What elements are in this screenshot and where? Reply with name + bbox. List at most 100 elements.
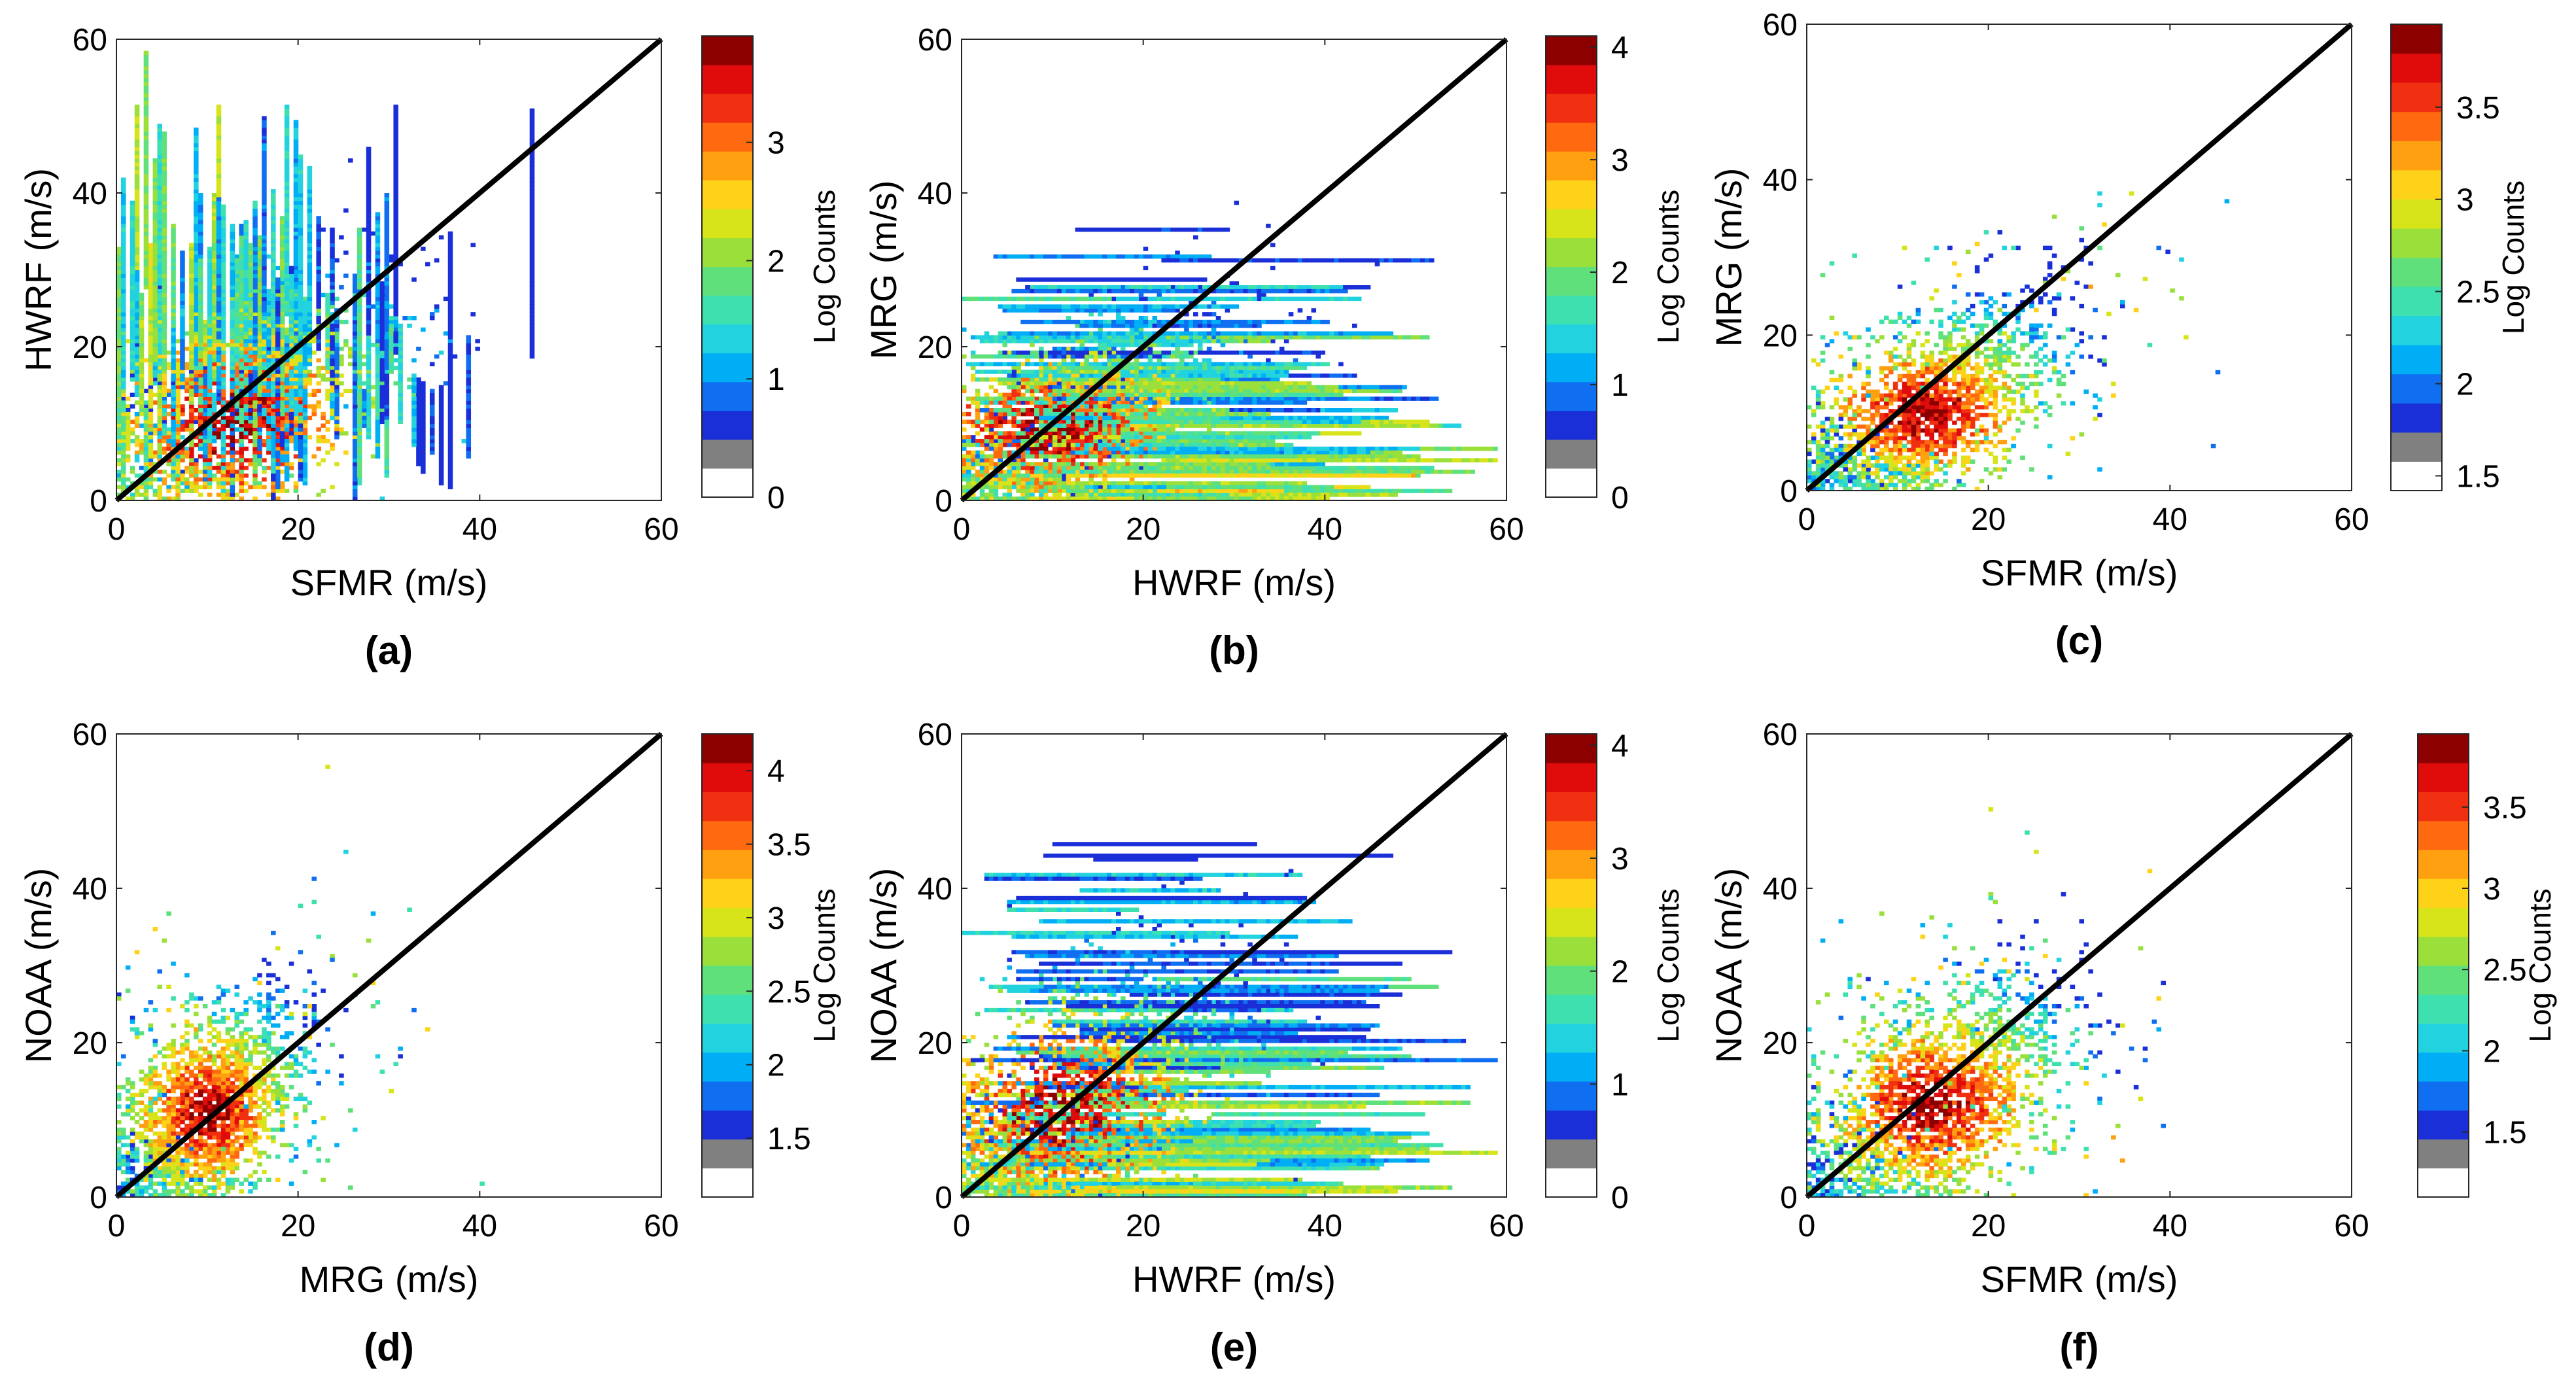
density-cell: [293, 358, 299, 363]
density-cell: [384, 408, 390, 413]
density-cell: [284, 216, 290, 220]
density-cell: [175, 462, 181, 466]
density-cell: [120, 269, 126, 274]
density-cell: [447, 323, 453, 328]
density-cell: [120, 273, 126, 278]
density-cell: [316, 404, 321, 409]
density-cell: [447, 366, 453, 370]
density-cell: [334, 343, 339, 347]
density-cell: [220, 239, 226, 243]
density-cell: [257, 354, 262, 359]
density-cell: [239, 446, 244, 451]
density-cell: [116, 269, 122, 274]
density-cell: [152, 381, 158, 386]
density-cell: [284, 281, 290, 286]
density-cell: [375, 254, 381, 259]
density-cell: [284, 343, 290, 347]
density-cell: [148, 446, 154, 451]
density-cell: [279, 377, 285, 382]
density-cell: [979, 462, 985, 466]
density-cell: [171, 454, 176, 459]
density-cell: [152, 193, 158, 198]
density-cell: [307, 254, 313, 259]
density-cell: [134, 323, 140, 328]
density-cell: [343, 319, 349, 324]
density-cell: [194, 208, 199, 213]
y-tick-label: 60: [73, 23, 107, 58]
density-cell: [988, 377, 994, 382]
density-cell: [298, 158, 304, 163]
density-cell: [298, 404, 304, 409]
density-cell: [366, 331, 372, 336]
density-cell: [243, 266, 249, 271]
density-cell: [262, 304, 267, 309]
density-cell: [275, 496, 281, 501]
density-cell: [366, 173, 372, 179]
density-cell: [293, 208, 299, 213]
density-cell: [175, 358, 181, 363]
density-cell: [389, 323, 394, 328]
density-cell: [1020, 458, 1026, 462]
density-cell: [293, 392, 299, 397]
density-cell: [1061, 370, 1067, 374]
density-cell: [1147, 354, 1153, 359]
density-cell: [1215, 339, 1221, 343]
density-cell: [275, 470, 281, 474]
density-cell: [120, 277, 126, 282]
density-cell: [529, 285, 535, 290]
density-cell: [316, 400, 321, 405]
density-cell: [148, 392, 154, 397]
density-cell: [1147, 347, 1153, 351]
density-cell: [1334, 396, 1339, 401]
density-cell: [148, 400, 154, 405]
density-cell: [1175, 466, 1180, 470]
density-cell: [120, 347, 126, 351]
density-cell: [1193, 235, 1198, 240]
density-cell: [279, 254, 285, 259]
density-cell: [180, 419, 185, 425]
density-cell: [198, 446, 203, 451]
density-cell: [352, 400, 358, 405]
density-cell: [1093, 446, 1098, 451]
density-cell: [370, 343, 376, 347]
density-cell: [194, 350, 199, 355]
density-cell: [157, 216, 163, 220]
density-cell: [120, 189, 126, 194]
density-cell: [252, 239, 258, 243]
density-cell: [366, 377, 372, 382]
density-cell: [162, 296, 167, 302]
density-cell: [438, 439, 444, 443]
density-cell: [993, 377, 999, 382]
density-cell: [1093, 400, 1098, 405]
density-cell: [279, 347, 285, 351]
density-cell: [279, 331, 285, 336]
density-cell: [194, 266, 199, 271]
density-cell: [375, 335, 381, 339]
density-cell: [389, 366, 394, 370]
density-cell: [216, 139, 222, 144]
density-cell: [157, 319, 163, 324]
density-cell: [275, 462, 281, 466]
density-cell: [275, 442, 281, 447]
density-cell: [148, 411, 154, 417]
density-cell: [189, 462, 194, 466]
density-cell: [307, 308, 313, 313]
density-cell: [1134, 331, 1140, 336]
density-cell: [157, 485, 163, 489]
density-cell: [1002, 400, 1008, 405]
density-cell: [1002, 411, 1008, 417]
density-cell: [239, 331, 244, 336]
density-cell: [325, 343, 330, 347]
density-cell: [130, 212, 135, 217]
density-cell: [257, 442, 262, 447]
density-cell: [357, 288, 362, 294]
density-cell: [288, 423, 294, 428]
density-cell: [162, 200, 167, 205]
colorbar-segment: [702, 295, 753, 325]
density-cell: [1025, 419, 1030, 425]
density-cell: [447, 281, 453, 286]
density-cell: [1116, 316, 1121, 321]
density-cell: [311, 454, 317, 459]
density-cell: [134, 104, 140, 109]
density-cell: [1007, 408, 1012, 413]
